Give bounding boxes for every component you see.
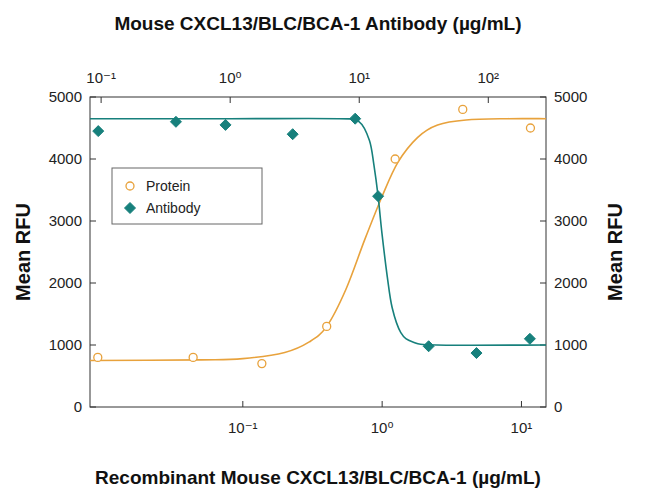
y-tick <box>90 221 96 222</box>
plot-frame <box>90 97 546 407</box>
plot-area <box>90 105 546 367</box>
y-tick <box>90 283 96 284</box>
y2-tick-label: 4000 <box>554 150 587 167</box>
circle-point <box>526 124 534 132</box>
circle-point <box>94 353 102 361</box>
legend: Protein Antibody <box>112 168 262 224</box>
y2-tick <box>540 97 546 98</box>
diamond-point <box>373 191 384 202</box>
circle-point <box>459 105 467 113</box>
x-axis-title: Recombinant Mouse CXCL13/BLC/BCA-1 (µg/m… <box>95 467 541 488</box>
x-tick <box>521 401 522 407</box>
y2-axis-title: Mean RFU <box>604 203 626 301</box>
x2-tick-label: 10⁻¹ <box>86 69 116 86</box>
diamond-point <box>471 348 482 359</box>
circle-point <box>391 155 399 163</box>
circle-point <box>189 353 197 361</box>
legend-label: Antibody <box>146 200 200 216</box>
y2-tick-label: 5000 <box>554 88 587 105</box>
y2-tick-label: 2000 <box>554 274 587 291</box>
x2-tick <box>101 97 102 103</box>
y2-tick <box>540 221 546 222</box>
circle-point <box>323 322 331 330</box>
y-tick-label: 2000 <box>49 274 82 291</box>
x2-tick <box>230 97 231 103</box>
y2-tick-label: 1000 <box>554 336 587 353</box>
y-tick <box>90 407 96 408</box>
y-tick <box>90 345 96 346</box>
y2-tick <box>540 407 546 408</box>
fit-curve <box>90 118 546 345</box>
x-tick <box>242 401 243 407</box>
y2-tick-label: 3000 <box>554 212 587 229</box>
y-tick-label: 4000 <box>49 150 82 167</box>
x2-tick <box>359 97 360 103</box>
y-axis-title: Mean RFU <box>12 203 34 301</box>
legend-box <box>112 168 262 224</box>
y2-tick-label: 0 <box>554 398 562 415</box>
fit-curve <box>90 119 546 361</box>
x2-tick-label: 10¹ <box>348 69 370 86</box>
legend-marker <box>125 203 136 214</box>
diamond-point <box>350 113 361 124</box>
y-tick <box>90 97 96 98</box>
diamond-point <box>423 341 434 352</box>
diamond-point <box>287 129 298 140</box>
circle-point <box>258 360 266 368</box>
x2-tick-label: 10⁰ <box>219 69 242 86</box>
x-tick-label: 10¹ <box>511 419 533 436</box>
y2-tick <box>540 283 546 284</box>
y-tick <box>90 159 96 160</box>
x-tick-label: 10⁰ <box>371 419 394 436</box>
chart: 10⁻¹ 10⁰ 10¹ 10⁻¹ 10⁰ 10¹ 10² 0 1000 2000 3000 4000… <box>0 0 650 502</box>
y-tick-label: 3000 <box>49 212 82 229</box>
x-tick-label: 10⁻¹ <box>228 419 258 436</box>
y-tick-label: 1000 <box>49 336 82 353</box>
diamond-point <box>170 116 181 127</box>
diamond-point <box>220 119 231 130</box>
diamond-point <box>93 126 104 137</box>
diamond-point <box>524 333 535 344</box>
x-tick <box>382 401 383 407</box>
legend-label: Protein <box>146 178 190 194</box>
y2-tick <box>540 159 546 160</box>
x2-tick-label: 10² <box>477 69 499 86</box>
x2-tick <box>488 97 489 103</box>
y-tick-label: 0 <box>74 398 82 415</box>
y-tick-label: 5000 <box>49 88 82 105</box>
legend-marker <box>126 182 134 190</box>
x2-axis-title: Mouse CXCL13/BLC/BCA-1 Antibody (µg/mL) <box>114 13 521 34</box>
